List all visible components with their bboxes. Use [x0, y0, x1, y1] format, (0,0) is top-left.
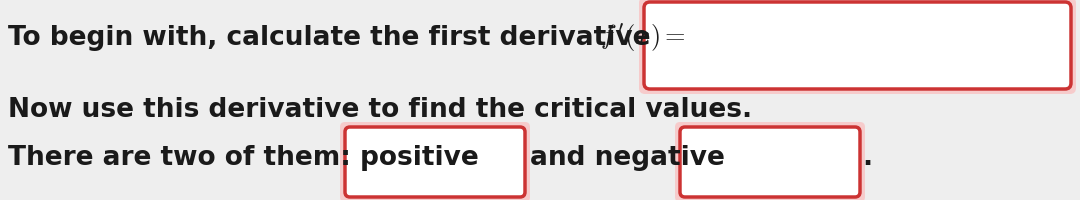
- Text: There are two of them: positive: There are two of them: positive: [8, 145, 478, 171]
- Text: $f\,'(x) =$: $f\,'(x) =$: [600, 22, 686, 54]
- FancyBboxPatch shape: [644, 2, 1071, 89]
- FancyBboxPatch shape: [680, 127, 860, 197]
- FancyBboxPatch shape: [340, 122, 530, 200]
- Text: .: .: [862, 145, 873, 171]
- Text: and negative: and negative: [530, 145, 725, 171]
- Text: To begin with, calculate the first derivative: To begin with, calculate the first deriv…: [8, 25, 660, 51]
- Text: Now use this derivative to find the critical values.: Now use this derivative to find the crit…: [8, 97, 752, 123]
- FancyBboxPatch shape: [345, 127, 525, 197]
- FancyBboxPatch shape: [639, 0, 1076, 94]
- FancyBboxPatch shape: [675, 122, 865, 200]
